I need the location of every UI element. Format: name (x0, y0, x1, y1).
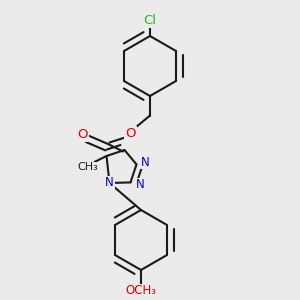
Text: N: N (136, 178, 145, 191)
Text: Cl: Cl (143, 14, 157, 27)
Text: O: O (125, 127, 136, 140)
Text: N: N (105, 176, 114, 190)
Text: N: N (141, 155, 150, 169)
Text: CH₃: CH₃ (77, 162, 98, 172)
Text: OCH₃: OCH₃ (125, 284, 157, 298)
Text: O: O (77, 128, 88, 141)
